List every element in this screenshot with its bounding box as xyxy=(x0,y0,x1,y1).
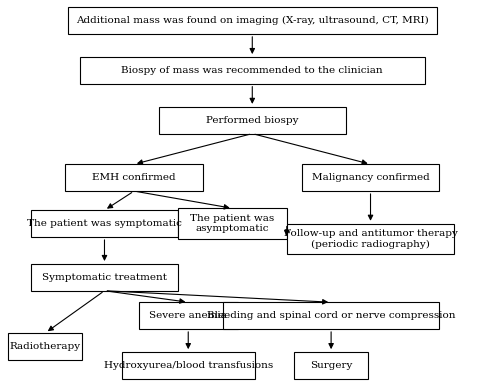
FancyBboxPatch shape xyxy=(80,57,424,84)
Text: Performed biospy: Performed biospy xyxy=(206,116,298,125)
FancyBboxPatch shape xyxy=(302,164,440,191)
FancyBboxPatch shape xyxy=(158,107,346,134)
Text: Follow-up and antitumor therapy
(periodic radiography): Follow-up and antitumor therapy (periodi… xyxy=(284,229,458,249)
Text: Severe anemia: Severe anemia xyxy=(150,311,227,320)
FancyBboxPatch shape xyxy=(139,302,237,329)
FancyBboxPatch shape xyxy=(287,223,454,254)
FancyBboxPatch shape xyxy=(65,164,203,191)
FancyBboxPatch shape xyxy=(68,7,437,34)
Text: Radiotherapy: Radiotherapy xyxy=(10,342,81,351)
FancyBboxPatch shape xyxy=(30,210,178,237)
FancyBboxPatch shape xyxy=(122,352,254,379)
Text: Bleeding and spinal cord or nerve compression: Bleeding and spinal cord or nerve compre… xyxy=(207,311,456,320)
FancyBboxPatch shape xyxy=(222,302,440,329)
Text: Surgery: Surgery xyxy=(310,361,352,370)
Text: Symptomatic treatment: Symptomatic treatment xyxy=(42,273,167,282)
Text: The patient was symptomatic: The patient was symptomatic xyxy=(27,219,182,228)
FancyBboxPatch shape xyxy=(294,352,368,379)
Text: Hydroxyurea/blood transfusions: Hydroxyurea/blood transfusions xyxy=(104,361,273,370)
Text: Biospy of mass was recommended to the clinician: Biospy of mass was recommended to the cl… xyxy=(122,66,383,75)
Text: Malignancy confirmed: Malignancy confirmed xyxy=(312,173,430,182)
FancyBboxPatch shape xyxy=(30,264,178,291)
FancyBboxPatch shape xyxy=(8,333,83,360)
FancyBboxPatch shape xyxy=(178,208,287,239)
Text: Additional mass was found on imaging (X-ray, ultrasound, CT, MRI): Additional mass was found on imaging (X-… xyxy=(76,16,428,25)
Text: The patient was
asymptomatic: The patient was asymptomatic xyxy=(190,214,274,234)
Text: EMH confirmed: EMH confirmed xyxy=(92,173,176,182)
